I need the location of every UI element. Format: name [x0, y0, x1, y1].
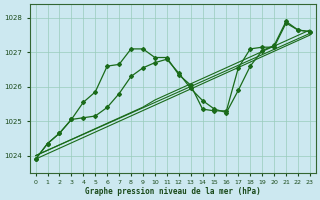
X-axis label: Graphe pression niveau de la mer (hPa): Graphe pression niveau de la mer (hPa) — [85, 187, 260, 196]
